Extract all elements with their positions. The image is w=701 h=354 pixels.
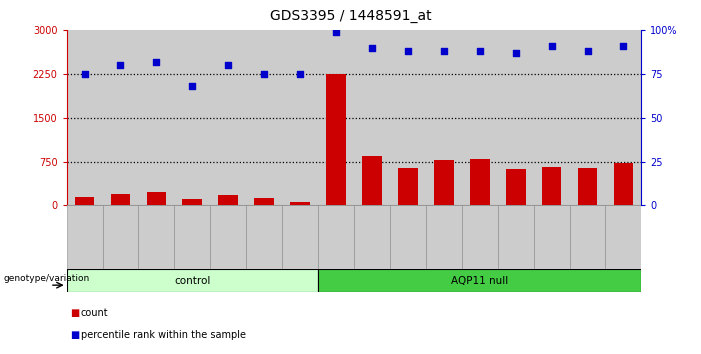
Bar (318, 205, 354, 281)
Point (186, 83, 198, 89)
Bar (606, 205, 641, 281)
Bar (569, 205, 606, 281)
Bar (210, 205, 246, 281)
Bar (426, 205, 462, 281)
Text: percentile rank within the sample: percentile rank within the sample (81, 330, 245, 339)
Bar (67, 269, 318, 292)
Bar (354, 30, 390, 205)
Bar (362, 156, 382, 205)
Bar (75, 196, 95, 205)
Bar (175, 205, 210, 281)
Text: count: count (81, 308, 108, 318)
Bar (578, 168, 597, 205)
Bar (506, 169, 526, 205)
Text: genotype/variation: genotype/variation (4, 274, 90, 283)
Bar (182, 199, 202, 205)
Point (438, 48, 449, 54)
Bar (210, 30, 246, 205)
Bar (254, 198, 274, 205)
Bar (318, 269, 641, 292)
Bar (390, 30, 426, 205)
Point (330, 29, 341, 35)
Point (474, 48, 485, 54)
Point (259, 71, 270, 77)
Point (510, 50, 522, 56)
Bar (398, 168, 418, 205)
Bar (219, 195, 238, 205)
Bar (470, 159, 489, 205)
Point (618, 43, 629, 49)
Bar (111, 194, 130, 205)
Point (367, 45, 378, 50)
Bar (102, 205, 139, 281)
Point (402, 48, 414, 54)
Bar (283, 205, 318, 281)
Bar (426, 30, 462, 205)
Text: ■: ■ (70, 308, 79, 318)
Bar (246, 205, 283, 281)
Bar (246, 30, 282, 205)
Bar (542, 167, 562, 205)
Bar (354, 205, 390, 281)
Point (546, 43, 557, 49)
Bar (283, 30, 318, 205)
Bar (147, 192, 166, 205)
Point (79, 71, 90, 77)
Bar (613, 163, 633, 205)
Bar (138, 205, 175, 281)
Point (294, 71, 306, 77)
Bar (318, 30, 354, 205)
Bar (569, 30, 606, 205)
Bar (67, 30, 102, 205)
Bar (462, 30, 498, 205)
Bar (138, 30, 175, 205)
Point (582, 48, 593, 54)
Text: control: control (174, 275, 210, 286)
Point (115, 62, 126, 68)
Bar (326, 74, 346, 205)
Text: AQP11 null: AQP11 null (451, 275, 508, 286)
Bar (498, 205, 533, 281)
Bar (102, 30, 139, 205)
Bar (67, 205, 102, 281)
Bar (390, 205, 426, 281)
Bar (533, 205, 569, 281)
Text: GDS3395 / 1448591_at: GDS3395 / 1448591_at (270, 9, 431, 23)
Bar (498, 30, 533, 205)
Bar (434, 160, 454, 205)
Point (223, 62, 234, 68)
Bar (606, 30, 641, 205)
Bar (533, 30, 569, 205)
Text: ■: ■ (70, 330, 79, 339)
Bar (462, 205, 498, 281)
Point (151, 59, 162, 64)
Bar (290, 202, 310, 205)
Bar (175, 30, 210, 205)
